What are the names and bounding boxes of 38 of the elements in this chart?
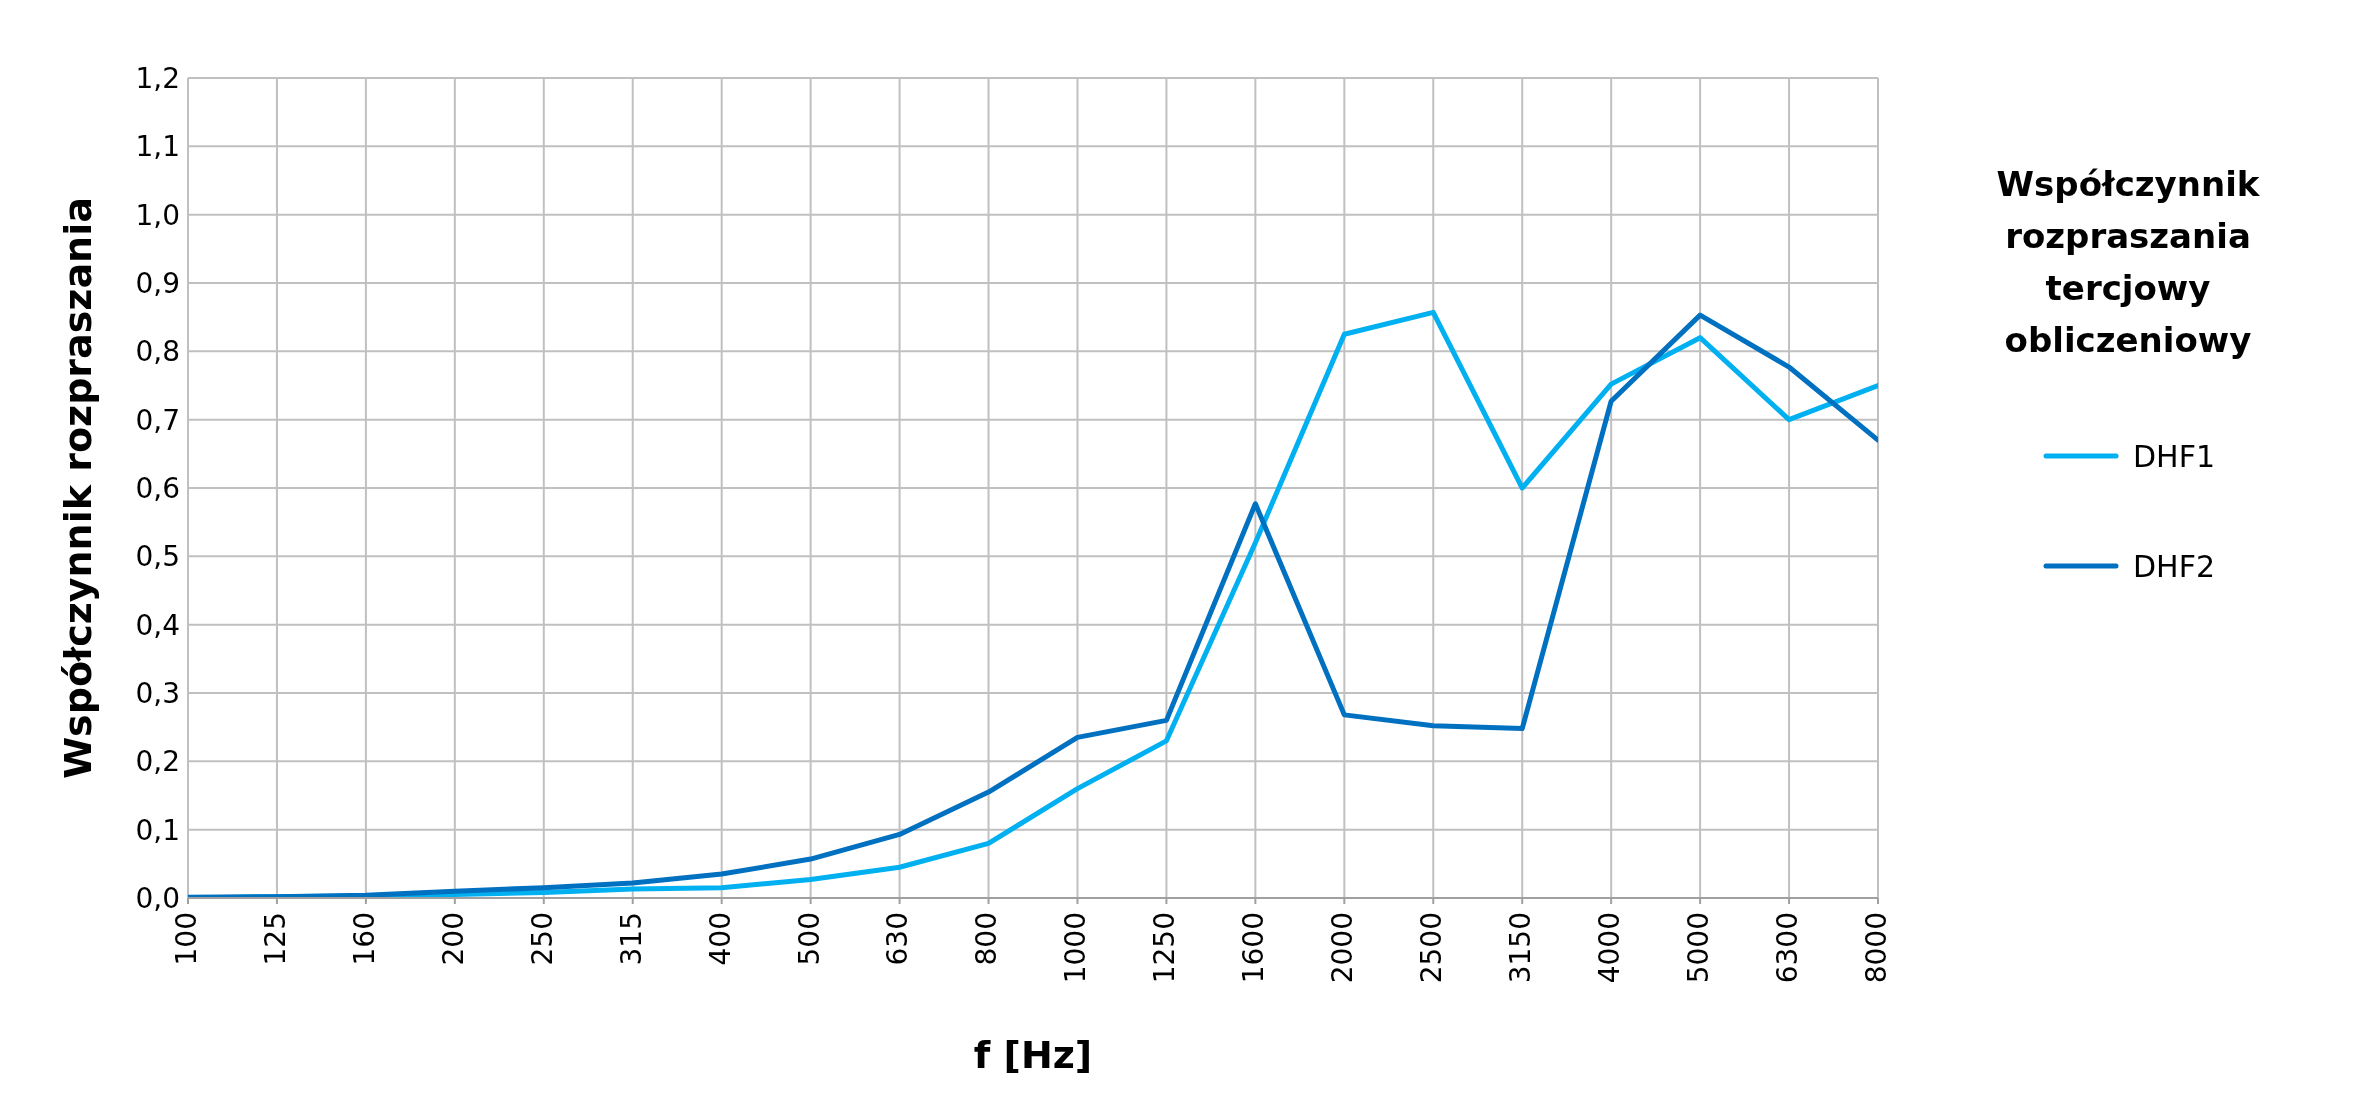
x-tick-label: 1250 <box>1148 912 1182 984</box>
x-tick-label: 630 <box>881 912 915 966</box>
x-tick-label: 500 <box>792 912 826 966</box>
y-tick-label: 0,1 <box>135 813 180 847</box>
y-tick-label: 0,7 <box>135 403 180 437</box>
x-tick-label: 1000 <box>1059 912 1093 984</box>
y-tick-label: 0,6 <box>135 471 180 505</box>
x-tick-label: 1600 <box>1237 912 1271 984</box>
y-tick-label: 0,2 <box>135 745 180 779</box>
y-axis-title: Współczynnik rozpraszania <box>56 197 101 779</box>
x-tick-label: 125 <box>258 912 292 966</box>
x-tick-label: 250 <box>525 912 559 966</box>
x-tick-label: 400 <box>703 912 737 966</box>
x-tick-label: 2000 <box>1326 912 1360 984</box>
x-tick-label: 200 <box>436 912 470 966</box>
y-tick-label: 0,4 <box>135 608 180 642</box>
x-tick-label: 160 <box>347 912 381 966</box>
y-tick-label: 0,5 <box>135 540 180 574</box>
legend-title: Współczynnik rozpraszania tercjowy obliczeniowy <box>1995 163 2261 362</box>
y-tick-label: 0,3 <box>135 676 180 710</box>
x-tick-label: 6300 <box>1770 912 1804 984</box>
x-tick-label: 5000 <box>1681 912 1715 984</box>
x-tick-label: 2500 <box>1415 912 1449 984</box>
x-tick-label: 800 <box>970 912 1004 966</box>
y-tick-label: 0,9 <box>135 266 180 300</box>
x-tick-label: 315 <box>614 912 648 966</box>
x-tick-label: 4000 <box>1593 912 1627 984</box>
y-tick-label: 0,0 <box>135 881 180 915</box>
legend-label: DHF2 <box>2132 548 2215 584</box>
x-tick-label: 3150 <box>1504 912 1538 984</box>
x-axis-title: f [Hz] <box>973 1033 1093 1077</box>
x-tick-label: 8000 <box>1859 912 1893 984</box>
y-tick-label: 1,0 <box>135 198 180 232</box>
y-tick-label: 1,2 <box>135 61 180 95</box>
y-tick-label: 1,1 <box>135 130 180 164</box>
x-tick-label: 100 <box>169 912 203 966</box>
y-tick-label: 0,8 <box>135 335 180 369</box>
legend-label: DHF1 <box>2132 438 2215 474</box>
